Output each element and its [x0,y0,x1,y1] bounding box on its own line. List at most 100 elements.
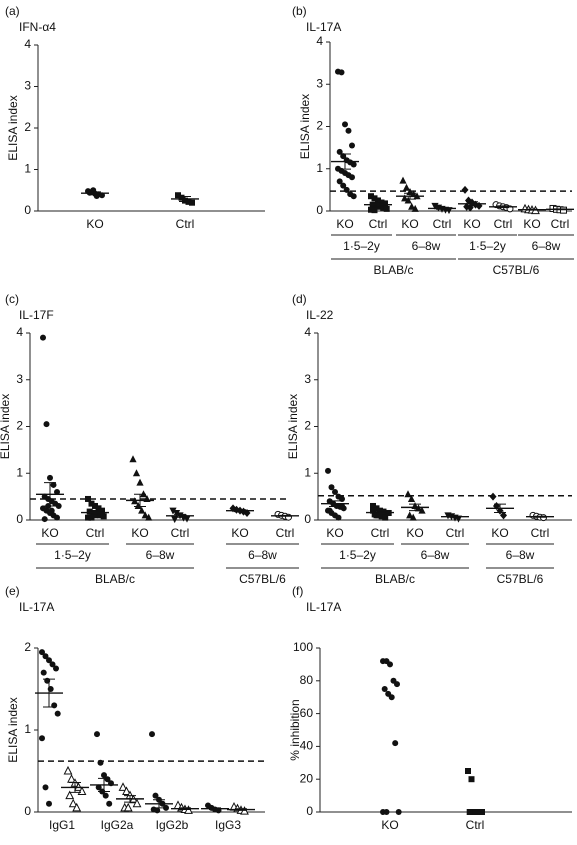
x-tick-label: Ctrl [369,217,388,231]
y-tick-label: 3 [316,76,323,90]
y-tick-label: 0 [24,203,31,217]
data-point [461,185,469,194]
error-bar [134,493,146,507]
data-point [408,202,416,210]
error-bar [372,202,384,207]
error-bar [497,205,509,209]
data-point [49,661,56,668]
data-point [411,204,419,212]
age-label: 1·5–2y [339,548,376,562]
data-point [172,509,181,517]
panel-label: (e) [5,584,20,598]
data-point [72,802,82,812]
data-point [104,776,111,783]
data-point [336,178,343,185]
age-label: 6–8w [532,239,561,253]
data-point [54,488,60,495]
y-axis-label: ELISA index [6,95,20,160]
x-tick-label: KO [463,217,480,231]
data-point [332,488,338,495]
data-point [370,502,376,509]
data-point [378,513,385,520]
data-point [338,69,345,76]
error-bar [466,201,478,207]
x-tick-label: KO [86,217,103,231]
y-tick-label: 1 [304,465,311,479]
data-point [39,735,45,742]
data-point [395,809,402,815]
x-tick-label: KO [41,526,58,540]
data-point [102,792,109,799]
data-point [42,784,49,791]
x-tick-label: Ctrl [531,526,550,540]
x-tick-label: Ctrl [176,217,195,231]
data-point [42,653,49,660]
x-tick-label: IgG2a [101,818,134,832]
data-point [489,492,497,501]
y-tick-label: 2 [24,640,31,654]
data-point [335,514,342,521]
data-point [53,665,59,672]
data-point [94,731,100,738]
x-tick-label: IgG3 [215,818,241,832]
x-tick-label: KO [336,217,353,231]
data-point [371,207,378,214]
data-point [373,505,380,512]
data-point [163,804,169,811]
data-point [46,800,52,807]
data-point [475,809,482,815]
error-bar [554,208,566,211]
data-point [40,669,47,676]
x-tick-label: Ctrl [276,526,295,540]
y-tick-label: 100 [293,640,313,654]
y-axis-label: ELISA index [0,394,12,459]
y-tick-label: 3 [24,79,31,93]
y-tick-label: 2 [16,419,23,433]
data-point [350,161,357,168]
data-point [370,507,376,514]
y-tick-label: 1 [316,161,323,175]
panel-label: (d) [292,292,307,306]
data-point [99,507,105,514]
error-bar [526,208,538,211]
data-point [380,204,387,211]
error-bar [179,195,191,202]
y-tick-label: 20 [300,771,314,785]
x-tick-label: IgG2b [156,818,189,832]
y-axis-label: % inhibition [288,699,302,760]
age-label: 1·5–2y [343,239,380,253]
data-point [132,798,142,808]
x-tick-label: KO [491,526,508,540]
y-tick-label: 40 [300,739,314,753]
y-tick-label: 4 [16,325,23,339]
y-axis-label: ELISA index [286,394,300,459]
data-point [132,469,141,477]
error-bar [234,509,246,513]
y-tick-label: 4 [24,37,31,51]
strain-label: BLAB/c [95,572,135,586]
data-point [350,193,357,200]
data-point [404,490,412,498]
data-point [418,506,426,514]
data-point [123,802,133,812]
data-point [88,500,95,507]
data-point [342,121,348,128]
error-bar [69,781,81,793]
data-point [88,514,95,521]
y-axis-label: ELISA index [298,94,312,159]
data-point [48,507,55,514]
x-tick-label: KO [406,526,423,540]
data-point [387,661,393,668]
data-point [50,481,57,488]
data-point [138,506,146,514]
error-bar [279,514,291,517]
data-point [129,455,137,463]
data-point [95,505,102,512]
data-point [325,467,331,474]
data-point [40,334,46,341]
y-tick-label: 0 [304,512,311,526]
data-point [101,772,107,779]
error-bar [409,503,421,512]
data-point [343,186,350,193]
data-point [472,809,478,815]
